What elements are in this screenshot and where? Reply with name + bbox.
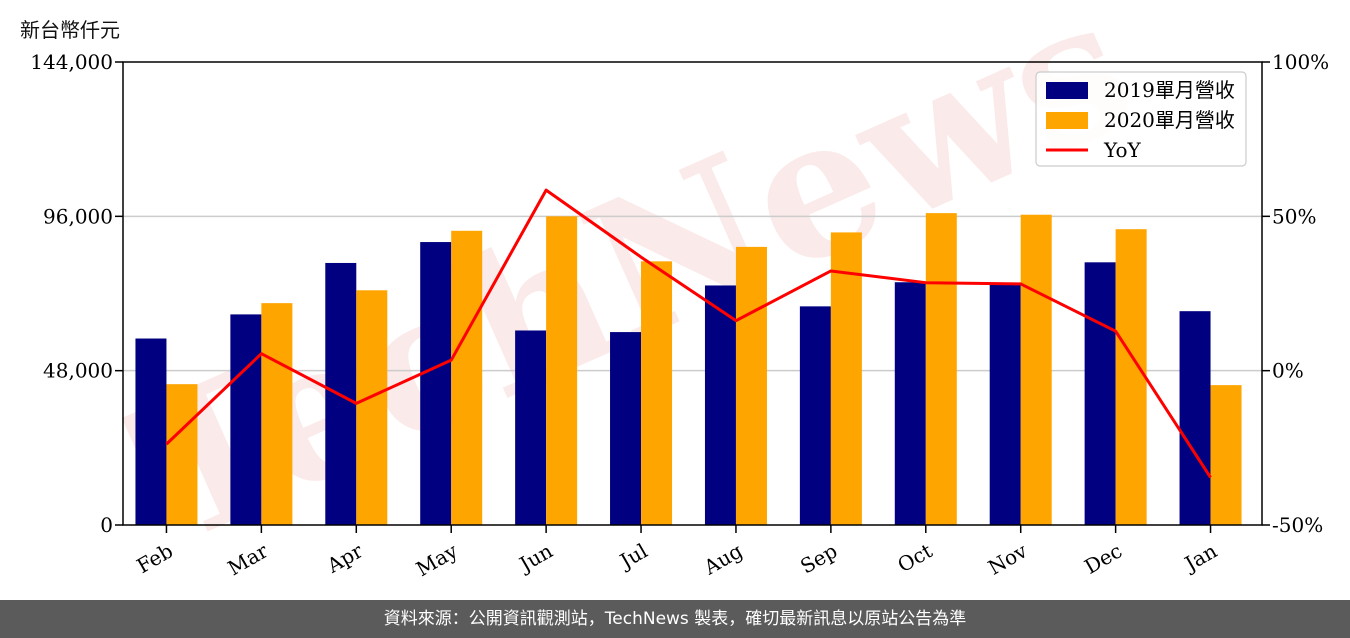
legend-2020-label: 2020單月營收 [1104,108,1235,132]
x-tick-label-jul: Jul [614,539,651,574]
yoy-line [165,188,1212,479]
y-axis-unit-label: 新台幣仟元 [20,18,120,42]
legend: 2019單月營收 2020單月營收 YoY [1035,71,1247,167]
legend-2019-swatch [1046,82,1088,99]
source-footer: 資料來源：公開資訊觀測站，TechNews 製表，確切最新訊息以原站公告為準 [0,600,1350,638]
bar-2020-oct [925,213,957,526]
y2-tick-label: 100% [1272,50,1329,74]
y-tick-label: 144,000 [30,50,113,74]
bar-2020-apr [356,290,388,525]
x-tick-label-may: May [412,538,462,581]
y-tick-label: 48,000 [43,359,113,383]
bar-2019-may [420,242,452,526]
bar-2020-sep [830,232,862,525]
bar-2020-dec [1115,229,1147,525]
y-tick-label: 0 [100,513,113,537]
bar-2020-may [451,230,483,526]
y2-tick-label: 50% [1272,204,1316,228]
x-tick-label-oct: Oct [893,539,936,578]
x-tick-label-apr: Apr [322,538,367,578]
legend-2020-swatch [1046,112,1088,129]
y2-tick-label: 0% [1272,359,1304,383]
bars [135,213,1242,526]
bar-2019-mar [230,314,262,525]
bar-2019-dec [1084,262,1116,525]
bar-2020-mar [261,303,293,525]
y2-tick-label: -50% [1272,513,1323,537]
x-tick-label-feb: Feb [133,539,177,578]
x-tick-label-sep: Sep [796,539,841,579]
bar-2019-jul [610,332,642,525]
bar-2020-aug [735,246,767,525]
bar-2019-jun [515,330,547,525]
bar-2020-nov [1020,214,1052,525]
bar-2019-nov [989,283,1021,525]
bar-2020-jul [641,261,673,525]
x-tick-label-nov: Nov [984,538,1032,580]
gridlines [123,215,1262,372]
legend-yoy-label: YoY [1103,138,1142,162]
yoy-line-layer [165,188,1212,479]
bar-2019-feb [135,338,167,525]
bar-2019-aug [704,285,736,525]
legend-box [1035,71,1247,167]
bar-2020-jan [1210,385,1242,525]
bar-2019-oct [894,282,926,525]
bar-2019-sep [799,306,831,525]
x-tick-label-jun: Jun [514,538,557,577]
bar-2019-jan [1179,311,1211,525]
legend-2019-label: 2019單月營收 [1104,78,1235,102]
x-tick-label-jan: Jan [1179,538,1221,576]
bar-2020-feb [166,384,198,525]
y-tick-label: 96,000 [43,204,113,228]
bar-2020-jun [546,216,578,526]
revenue-chart: TechNews 048,00096,000144,000-50%0%50%10… [30,0,1329,587]
plot-frame [122,61,1263,526]
x-tick-label-dec: Dec [1080,539,1126,579]
x-tick-label-aug: Aug [699,538,747,579]
